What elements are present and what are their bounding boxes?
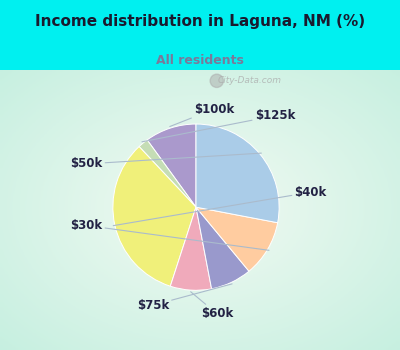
Text: $60k: $60k [191, 292, 233, 320]
Wedge shape [196, 124, 279, 223]
Wedge shape [196, 207, 249, 289]
Text: $125k: $125k [142, 109, 295, 142]
Text: $30k: $30k [70, 219, 269, 250]
Text: Income distribution in Laguna, NM (%): Income distribution in Laguna, NM (%) [35, 14, 365, 29]
Wedge shape [147, 124, 196, 207]
Wedge shape [170, 207, 212, 290]
Text: City-Data.com: City-Data.com [218, 76, 282, 85]
Wedge shape [139, 140, 196, 207]
Wedge shape [196, 207, 278, 271]
Text: $100k: $100k [170, 103, 234, 126]
Text: $40k: $40k [113, 186, 327, 226]
Text: All residents: All residents [156, 54, 244, 66]
Circle shape [210, 74, 224, 88]
Wedge shape [113, 147, 196, 286]
Text: $75k: $75k [137, 284, 232, 312]
Text: $50k: $50k [70, 153, 261, 170]
